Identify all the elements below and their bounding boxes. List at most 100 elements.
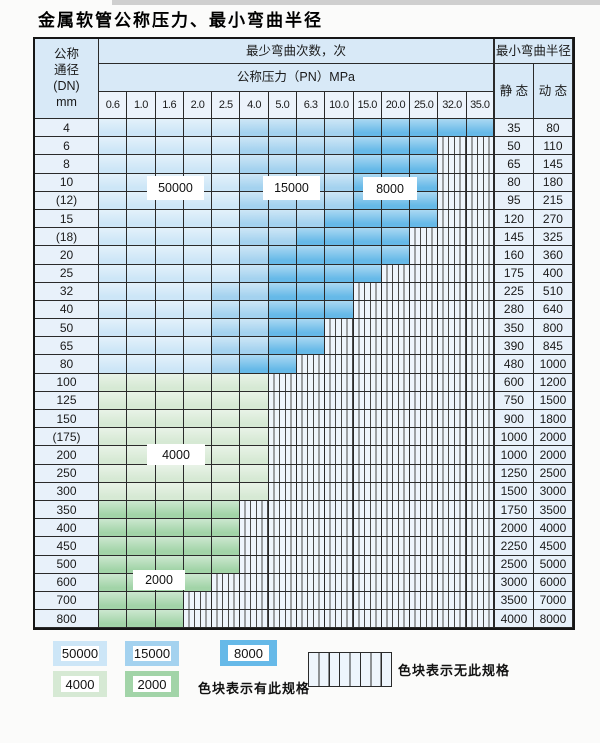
dynamic-value-cell: 2500 [533, 464, 573, 483]
spec-cell-no-spec [466, 410, 495, 429]
dn-cell: 32 [35, 282, 99, 301]
spec-cell-8000 [296, 300, 326, 320]
spec-cell-no-spec [438, 391, 467, 410]
spec-cell-8000 [296, 319, 326, 338]
spec-cell-2000 [212, 500, 241, 520]
static-value-cell: 80 [494, 173, 534, 192]
spec-cell-no-spec [410, 410, 439, 429]
spec-cell-no-spec [410, 428, 439, 447]
spec-cell-4000 [240, 446, 269, 465]
spec-cell-no-spec [438, 500, 467, 520]
spec-cell-no-spec [296, 446, 326, 465]
pressure-value: 6.3 [296, 92, 326, 119]
page-title: 金属软管公称压力、最小弯曲半径 [38, 11, 323, 31]
spec-cell-50000 [155, 337, 184, 356]
spec-cell-no-spec [353, 519, 382, 538]
static-value-cell: 50 [494, 137, 534, 156]
spec-cell-8000 [381, 137, 411, 156]
spec-cell-2000 [127, 591, 156, 611]
spec-cell-no-spec [410, 537, 439, 556]
pressure-value: 10.0 [325, 92, 354, 119]
spec-cell-no-spec [466, 137, 495, 156]
spec-cell-50000 [183, 300, 213, 320]
spec-cell-no-spec [268, 410, 297, 429]
spec-cell-no-spec [410, 319, 439, 338]
static-value-cell: 1250 [494, 464, 534, 483]
spec-cell-8000 [410, 155, 439, 174]
dn-cell: 6 [35, 137, 99, 156]
dynamic-value-cell: 400 [533, 264, 573, 283]
spec-cell-no-spec [438, 137, 467, 156]
spec-cell-8000 [381, 119, 411, 138]
spec-cell-4000 [212, 428, 241, 447]
spec-cell-8000 [296, 246, 326, 265]
bend-cycles-header: 最少弯曲次数，次 [99, 39, 495, 64]
spec-cell-no-spec [240, 555, 269, 574]
pressure-value: 1.0 [127, 92, 156, 119]
spec-cell-50000 [127, 119, 156, 138]
dynamic-value-cell: 145 [533, 155, 573, 174]
static-value-cell: 2000 [494, 519, 534, 538]
spec-cell-8000 [296, 228, 326, 247]
spec-cell-no-spec [296, 610, 326, 629]
spec-cell-no-spec [466, 446, 495, 465]
spec-cell-no-spec [325, 519, 354, 538]
spec-cell-15000 [212, 355, 241, 374]
spec-cell-no-spec [466, 537, 495, 556]
spec-cell-no-spec [466, 610, 495, 629]
spec-cell-8000 [353, 228, 382, 247]
spec-cell-no-spec [381, 373, 411, 392]
pressure-value: 15.0 [353, 92, 382, 119]
dn-cell: 300 [35, 482, 99, 501]
static-value-cell: 160 [494, 246, 534, 265]
dn-cell: 10 [35, 173, 99, 192]
dynamic-value-cell: 80 [533, 119, 573, 138]
spec-cell-no-spec [353, 410, 382, 429]
dynamic-value-cell: 7000 [533, 591, 573, 611]
spec-cell-no-spec [296, 410, 326, 429]
spec-cell-8000 [353, 137, 382, 156]
spec-cell-no-spec [296, 464, 326, 483]
dn-cell: 8 [35, 155, 99, 174]
spec-cell-no-spec [438, 264, 467, 283]
spec-cell-50000 [99, 209, 128, 229]
spec-cell-no-spec [438, 482, 467, 501]
spec-cell-15000 [240, 137, 269, 156]
spec-cell-4000 [183, 391, 213, 410]
static-value-cell: 390 [494, 337, 534, 356]
dn-cell: (18) [35, 228, 99, 247]
bend-radius-header: 最小弯曲半径 [494, 39, 573, 64]
spec-cell-2000 [99, 610, 128, 629]
spec-cell-50000 [212, 264, 241, 283]
spec-cell-no-spec [438, 355, 467, 374]
spec-cell-no-spec [466, 519, 495, 538]
legend-available-note: 色块表示有此规格 [198, 681, 311, 696]
spec-cell-no-spec [466, 264, 495, 283]
spec-cell-no-spec [381, 391, 411, 410]
dn-cell: 4 [35, 119, 99, 138]
spec-cell-no-spec [268, 537, 297, 556]
static-value-cell: 225 [494, 282, 534, 301]
spec-cell-no-spec [381, 537, 411, 556]
spec-cell-no-spec [438, 464, 467, 483]
spec-cell-no-spec [410, 573, 439, 592]
spec-cell-no-spec [325, 373, 354, 392]
pressure-value: 4.0 [240, 92, 269, 119]
dynamic-value-cell: 510 [533, 282, 573, 301]
spec-cell-no-spec [438, 337, 467, 356]
spec-cell-no-spec [381, 428, 411, 447]
spec-cell-no-spec [325, 500, 354, 520]
cycle-count-label-15000: 15000 [263, 176, 320, 200]
spec-cell-8000 [268, 300, 297, 320]
spec-cell-2000 [155, 519, 184, 538]
spec-cell-50000 [155, 119, 184, 138]
spec-cell-no-spec [438, 428, 467, 447]
spec-cell-50000 [212, 209, 241, 229]
spec-cell-8000 [325, 228, 354, 247]
spec-cell-no-spec [353, 373, 382, 392]
spec-cell-no-spec [353, 610, 382, 629]
dynamic-value-cell: 4500 [533, 537, 573, 556]
static-value-cell: 1750 [494, 500, 534, 520]
spec-cell-no-spec [353, 537, 382, 556]
static-value-cell: 3500 [494, 591, 534, 611]
